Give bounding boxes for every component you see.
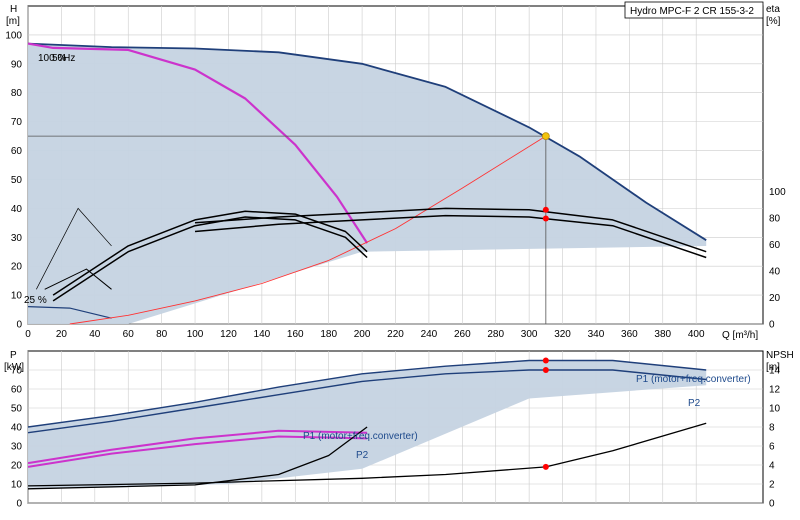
chart-title: Hydro MPC-F 2 CR 155-3-2 [630,6,754,17]
head-tick-label: 30 [11,233,23,244]
flow-tick-label: 140 [254,329,271,340]
flow-tick-label: 240 [421,329,438,340]
flow-tick-label: 220 [387,329,404,340]
npsh-tick-label: 4 [769,461,775,472]
power-range-area [28,360,707,488]
flow-tick-label: 300 [521,329,538,340]
npsh-tick-label: 2 [769,480,775,491]
power-tick-label: 70 [11,366,23,377]
power-tick-label: 40 [11,423,23,434]
efficiency-tick-label: 60 [769,240,781,251]
p2-label: P2 [688,398,701,409]
npsh-tick-label: 6 [769,442,775,453]
npsh-curve [27,426,368,490]
efficiency-tick-label: 80 [769,214,781,225]
flow-axis-title: Q [m³/h] [722,330,758,341]
power-marker [542,357,549,364]
npsh-tick-label: 0 [769,499,775,510]
efficiency-tick-label: 20 [769,293,781,304]
head-tick-label: 0 [16,320,22,331]
power-tick-label: 0 [16,499,22,510]
power-npsh-panel: 0 10 20 30 40 50 60 70 0 2 4 6 8 10 12 14 [11,350,781,510]
power-axis-unit: [kW] [4,362,24,373]
chart-title-box: Hydro MPC-F 2 CR 155-3-2 [624,1,764,19]
head-tick-label: 80 [11,88,23,99]
npsh-tick-label: 8 [769,423,775,434]
npsh-axis-unit: [m] [766,362,780,373]
flow-tick-label: 380 [654,329,671,340]
p2-reduced-label: P2 [356,450,369,461]
head-tick-label: 90 [11,59,23,70]
flow-tick-label: 400 [688,329,705,340]
power-tick-label: 60 [11,385,23,396]
flow-tick-label: 100 [187,329,204,340]
flow-tick-label: 20 [56,329,68,340]
head-tick-label: 10 [11,291,23,302]
efficiency-axis-unit: [%] [766,16,781,27]
reduced-efficiency-curve [44,268,112,290]
efficiency-tick-label: 0 [769,320,775,331]
p1-reduced-label: P1 (motor+freq.converter) [303,431,418,442]
flow-tick-label: 120 [220,329,237,340]
efficiency-marker [542,206,549,213]
power-tick-label: 30 [11,442,23,453]
head-tick-label: 100 [5,30,22,41]
power-curve [27,359,707,428]
efficiency-tick-label: 40 [769,267,781,278]
efficiency-curve [194,214,707,259]
efficiency-curve [194,207,707,253]
npsh-axis-title: NPSH [766,350,794,361]
flow-tick-label: 60 [123,329,135,340]
power-tick-label: 20 [11,461,23,472]
head-tick-label: 60 [11,146,23,157]
efficiency-curve [52,216,368,302]
flow-tick-label: 280 [487,329,504,340]
head-tick-label: 50 [11,175,23,186]
head-axis-title: H [10,4,17,15]
reduced-power-curve [27,435,368,468]
power-tick-label: 50 [11,404,23,415]
power-axis-title: P [10,350,17,361]
reduced-power-curve [27,429,368,465]
npsh-marker [542,463,549,470]
head-flow-panel: 0 20 40 60 80 100 120 140 160 180 200 220 240 260 280 3… [5,5,786,340]
flow-tick-label: 0 [25,329,31,340]
flow-tick-label: 80 [156,329,168,340]
flow-tick-label: 200 [354,329,371,340]
head-tick-label: 40 [11,204,23,215]
npsh-tick-label: 10 [769,404,781,415]
flow-tick-label: 320 [554,329,571,340]
npsh-tick-label: 12 [769,385,781,396]
annotation-100-percent: 100 % [38,53,66,64]
flow-tick-label: 160 [287,329,304,340]
flow-tick-label: 40 [89,329,101,340]
head-axis-unit: [m] [6,16,20,27]
efficiency-marker [542,215,549,222]
flow-tick-label: 260 [454,329,471,340]
reduced-speed-curve [27,42,369,244]
power-marker [542,367,549,373]
npsh-curve [27,422,707,487]
p1-label: P1 (motor+freq.converter) [636,374,751,385]
power-curve [27,369,707,434]
system-curve [69,135,547,325]
operating-range-area [28,43,707,324]
minimum-efficiency-curve [36,207,112,290]
flow-tick-label: 360 [621,329,638,340]
pump-head-curve [27,42,707,241]
duty-point-marker [541,132,550,140]
annotation-50hz: 50Hz [52,53,75,64]
power-tick-label: 10 [11,480,23,491]
flow-tick-label: 340 [588,329,605,340]
npsh-tick-label: 14 [769,366,781,377]
head-tick-label: 20 [11,262,23,273]
single-pump-curve [27,306,112,319]
annotation-25-percent: 25 % [24,295,47,306]
flow-tick-label: 180 [320,329,337,340]
efficiency-curve [52,210,368,296]
head-tick-label: 70 [11,117,23,128]
efficiency-tick-label: 100 [769,187,786,198]
efficiency-axis-title: eta [766,4,780,15]
